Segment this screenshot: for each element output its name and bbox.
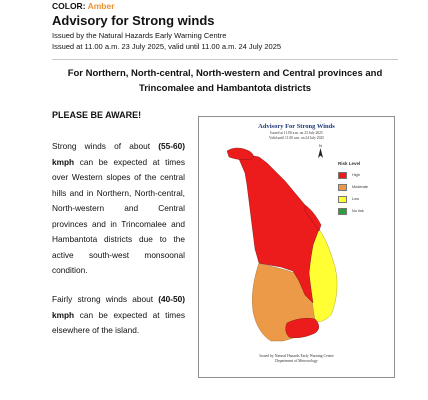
- para1-text-b: can be expected at times over Western sl…: [52, 156, 185, 276]
- risk-legend: Risk Level High Moderate Low No risk: [338, 161, 368, 217]
- legend-swatch-low: [338, 195, 347, 203]
- issued-at: Issued at 11.00 a.m. 23 July 2025, valid…: [52, 42, 282, 51]
- legend-title: Risk Level: [338, 161, 361, 166]
- para2-text-a: Fairly strong winds about: [52, 294, 159, 304]
- map-title: Advisory For Strong Winds: [258, 123, 335, 130]
- legend-label-low: Low: [352, 197, 359, 201]
- high-zone: [238, 154, 320, 304]
- advisory-header: COLOR: Amber Advisory for Strong winds I…: [52, 0, 281, 52]
- advisory-title: Advisory for Strong winds: [52, 13, 215, 28]
- region-line-2: Trincomalee and Hambantota districts: [138, 83, 312, 94]
- map-subtitle: Issued at 11.00 a.m. on 23 July 2025 Val…: [199, 131, 394, 140]
- region-line-1: For Northern, North-central, North-weste…: [67, 68, 383, 79]
- wind-speed-fairly-strong: (40-50) kmph: [52, 294, 185, 320]
- header-divider: [52, 59, 398, 60]
- legend-swatch-no-risk: [338, 207, 347, 215]
- affected-regions: For Northern, North-central, North-weste…: [52, 66, 398, 96]
- north-label: N: [319, 143, 322, 148]
- legend-item-high: High: [338, 169, 368, 181]
- legend-item-moderate: Moderate: [338, 181, 368, 193]
- legend-label-high: High: [352, 173, 360, 177]
- sri-lanka-risk-map: [226, 147, 338, 342]
- legend-swatch-moderate: [338, 183, 347, 191]
- jaffna-peninsula: [226, 147, 254, 161]
- map-footer-department: Department of Meteorology: [275, 359, 318, 363]
- trincomalee-zone: [304, 204, 322, 232]
- legend-label-moderate: Moderate: [352, 185, 369, 189]
- warning-heading: PLEASE BE AWARE!: [52, 110, 142, 120]
- color-level: COLOR: Amber: [52, 1, 281, 11]
- map-footer-issuer: Issued by Natural Hazards Early Warning …: [259, 354, 334, 358]
- para1-text-a: Strong winds of about: [52, 141, 159, 151]
- north-arrow-icon: N: [318, 143, 323, 158]
- para2-text-b: can be expected at times elsewhere of th…: [52, 309, 185, 336]
- wind-speed-strong: (55-60) kmph: [52, 141, 185, 167]
- map-subtitle-valid: Valid until 11.00 a.m. on 24 July 2025: [269, 135, 324, 140]
- legend-item-no-risk: No risk: [338, 205, 368, 217]
- legend-swatch-high: [338, 171, 347, 179]
- color-value: Amber: [87, 1, 115, 11]
- map-footer: Issued by Natural Hazards Early Warning …: [199, 354, 394, 364]
- color-prefix: COLOR:: [52, 1, 88, 11]
- paragraph-strong-winds: Strong winds of about (55-60) kmph can b…: [52, 139, 185, 279]
- issued-by: Issued by the Natural Hazards Early Warn…: [52, 31, 227, 40]
- paragraph-fairly-strong-winds: Fairly strong winds about (40-50) kmph c…: [52, 292, 185, 339]
- legend-label-no-risk: No risk: [352, 209, 364, 213]
- risk-map-figure: Advisory For Strong Winds Issued at 11.0…: [198, 116, 395, 378]
- legend-item-low: Low: [338, 193, 368, 205]
- map-subtitle-issued: Issued at 11.00 a.m. on 23 July 2025: [270, 131, 323, 135]
- hambantota-zone: [285, 318, 319, 338]
